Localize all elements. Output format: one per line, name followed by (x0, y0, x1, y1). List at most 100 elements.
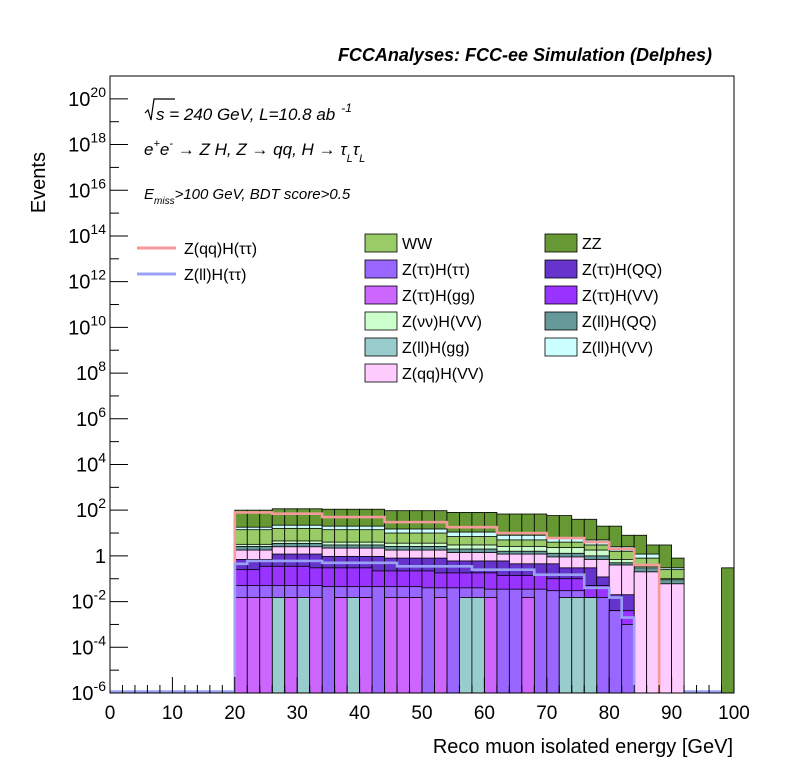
legend-fill-label: Z(ττ)H(gg) (402, 288, 475, 305)
y-axis-label: Events (28, 152, 50, 213)
legend-fill-swatch (364, 337, 398, 357)
hist-bar (434, 597, 448, 694)
legend-fill-swatch (544, 259, 578, 279)
legend-line-label: Z(ll)H(ττ) (184, 267, 246, 284)
hist-bar (334, 597, 348, 694)
x-tick-label: 60 (474, 703, 495, 724)
hist-bar (508, 588, 523, 694)
legend-fill-label: Z(ll)H(gg) (402, 340, 470, 357)
hist-bar (296, 597, 311, 694)
hist-bar (558, 597, 573, 694)
y-tick-label: 1020 (68, 84, 106, 111)
legend-fill-swatch (364, 363, 398, 383)
sqrt-symbol (144, 98, 175, 121)
y-tick-label: 104 (76, 449, 106, 476)
energy-annotation: s = 240 GeV, L=10.8 ab -1 (144, 98, 352, 124)
y-tick-label: 1018 (68, 130, 106, 157)
hist-bar (608, 610, 623, 694)
y-tick-label: 10-2 (71, 587, 106, 614)
hist-bar (421, 587, 435, 694)
x-tick-label: 30 (287, 703, 308, 724)
x-tick-label: 90 (661, 703, 682, 724)
legend: Z(qq)H(ττ) Z(ll)H(ττ) WW ZZ Z(ττ)H(ττ) Z(ττ)H… (137, 233, 662, 383)
x-tick-label: 10 (162, 703, 183, 724)
process-body: → Z H, Z → qq, H → (173, 140, 340, 159)
process-e1-sup: + (153, 138, 160, 150)
hist-bar (471, 597, 485, 694)
lumi-exponent: -1 (341, 101, 352, 115)
process-annotation: e+e- → Z H, Z → qq, H → τLτL (144, 138, 365, 165)
legend-line-label: Z(qq)H(ττ) (184, 241, 257, 258)
legend-fill-swatch (544, 233, 578, 253)
plot-area (110, 508, 735, 694)
legend-fill-label: ZZ (582, 236, 602, 253)
y-tick-label: 1014 (68, 221, 106, 248)
hist-bar (409, 597, 423, 694)
hist-bar (246, 597, 261, 694)
hist-bar (259, 597, 273, 694)
line-zllh (233, 559, 636, 693)
legend-fill-swatch (364, 259, 398, 279)
line-zqqh (233, 511, 661, 693)
y-tick-label: 102 (76, 495, 106, 522)
y-tick-label: 1012 (68, 267, 106, 294)
legend-fill-label: Z(ττ)H(ττ) (402, 262, 470, 279)
process-e1: e (144, 140, 153, 159)
y-tick-label: 1010 (68, 312, 106, 339)
hist-bar (284, 597, 298, 694)
legend-fill-label: Z(ττ)H(QQ) (582, 262, 662, 279)
energy-lumi-text: = 240 GeV, L=10.8 ab (165, 105, 336, 124)
process-e2-sup: - (169, 138, 173, 150)
hist-bar (396, 597, 410, 694)
x-tick-label: 100 (718, 703, 750, 724)
y-tick-label: 10-6 (71, 678, 106, 705)
hist-bar (621, 624, 635, 694)
y-tick-label: 108 (76, 358, 106, 385)
sqrt-s-text: s = 240 GeV, L=10.8 ab -1 (156, 101, 352, 124)
legend-fill-label: Z(ττ)H(VV) (582, 288, 659, 305)
hist-bar (658, 583, 672, 694)
hist-bar (533, 588, 548, 694)
process-e2: e (160, 140, 169, 159)
hist-bar (483, 597, 498, 694)
hist-bar (721, 567, 735, 694)
hist-bar (459, 597, 473, 694)
hist-bar (596, 597, 610, 694)
legend-fill-swatch (544, 285, 578, 305)
y-tick-label: 10-4 (71, 632, 106, 659)
legend-fill-label: Z(ll)H(VV) (582, 340, 653, 357)
hist-bar (359, 597, 373, 694)
cut-annotation: Emiss>100 GeV, BDT score>0.5 (144, 186, 351, 207)
hist-bar (234, 597, 248, 694)
legend-fill-swatch (544, 337, 578, 357)
series-zhgg (234, 597, 535, 694)
legend-fill-label: Z(ll)H(QQ) (582, 314, 657, 331)
sqrt-s-label: s (156, 105, 165, 124)
process-tau2: τ (353, 140, 361, 159)
hist-bar (321, 586, 336, 694)
hist-bar (633, 571, 648, 694)
hist-bar (384, 597, 398, 694)
hist-bar (271, 597, 286, 694)
y-tick-label: 106 (76, 404, 106, 431)
y-tick-label: 1016 (68, 175, 106, 202)
x-axis-label: Reco muon isolated energy [GeV] (433, 736, 733, 758)
x-tick-label: 50 (411, 703, 432, 724)
legend-fill-swatch (544, 311, 578, 331)
hist-bar (671, 583, 685, 694)
x-tick-label: 20 (224, 703, 245, 724)
legend-fill-label: Z(νν)H(VV) (402, 314, 482, 331)
legend-fill-label: WW (402, 236, 433, 253)
hist-bar (571, 597, 585, 694)
hist-bar (646, 571, 660, 694)
x-tick-label: 0 (105, 703, 116, 724)
hist-bar (496, 588, 510, 694)
hist-bar (583, 597, 598, 694)
axes: 0 10 20 30 40 50 60 70 80 90 10010-610-410-2110210… (68, 75, 750, 724)
process-tau1: τ (340, 140, 348, 159)
hist-bar (346, 597, 360, 694)
legend-fill-swatch (364, 233, 398, 253)
cut-rest: >100 GeV, BDT score>0.5 (175, 186, 351, 203)
x-tick-label: 40 (349, 703, 370, 724)
